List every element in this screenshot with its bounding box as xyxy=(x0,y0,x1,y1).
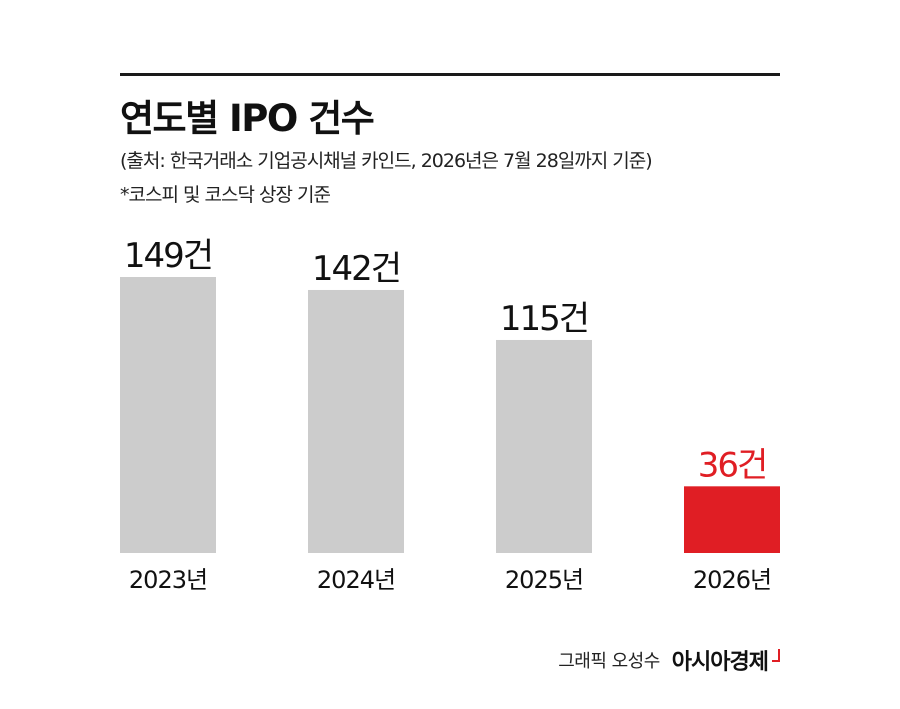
graphic-credit: 그래픽 오성수 xyxy=(558,651,660,672)
chart-title: 연도별 IPO 건수 xyxy=(120,97,375,140)
data-label-0: 149건 xyxy=(124,236,212,276)
category-label-3: 2026년 xyxy=(693,566,771,594)
data-label-2: 115건 xyxy=(500,299,588,339)
category-label-1: 2024년 xyxy=(317,566,395,594)
bar-0 xyxy=(120,277,216,553)
bar-2 xyxy=(496,339,592,553)
top-rule xyxy=(120,73,780,76)
brand-mark-icon xyxy=(772,648,780,662)
source-note: (출처: 한국거래소 기업공시채널 카인드, 2026년은 7월 28일까지 기… xyxy=(120,150,653,172)
category-label-2: 2025년 xyxy=(505,566,583,594)
bar-3 xyxy=(684,486,780,553)
category-label-0: 2023년 xyxy=(129,566,207,594)
bar-1 xyxy=(308,289,404,553)
brand-logo: 아시아경제 xyxy=(671,650,769,675)
footer: 그래픽 오성수 아시아경제 xyxy=(558,644,780,676)
data-label-3: 36건 xyxy=(698,445,767,485)
data-label-1: 142건 xyxy=(312,249,400,289)
scope-note: *코스피 및 코스닥 상장 기준 xyxy=(120,184,331,206)
